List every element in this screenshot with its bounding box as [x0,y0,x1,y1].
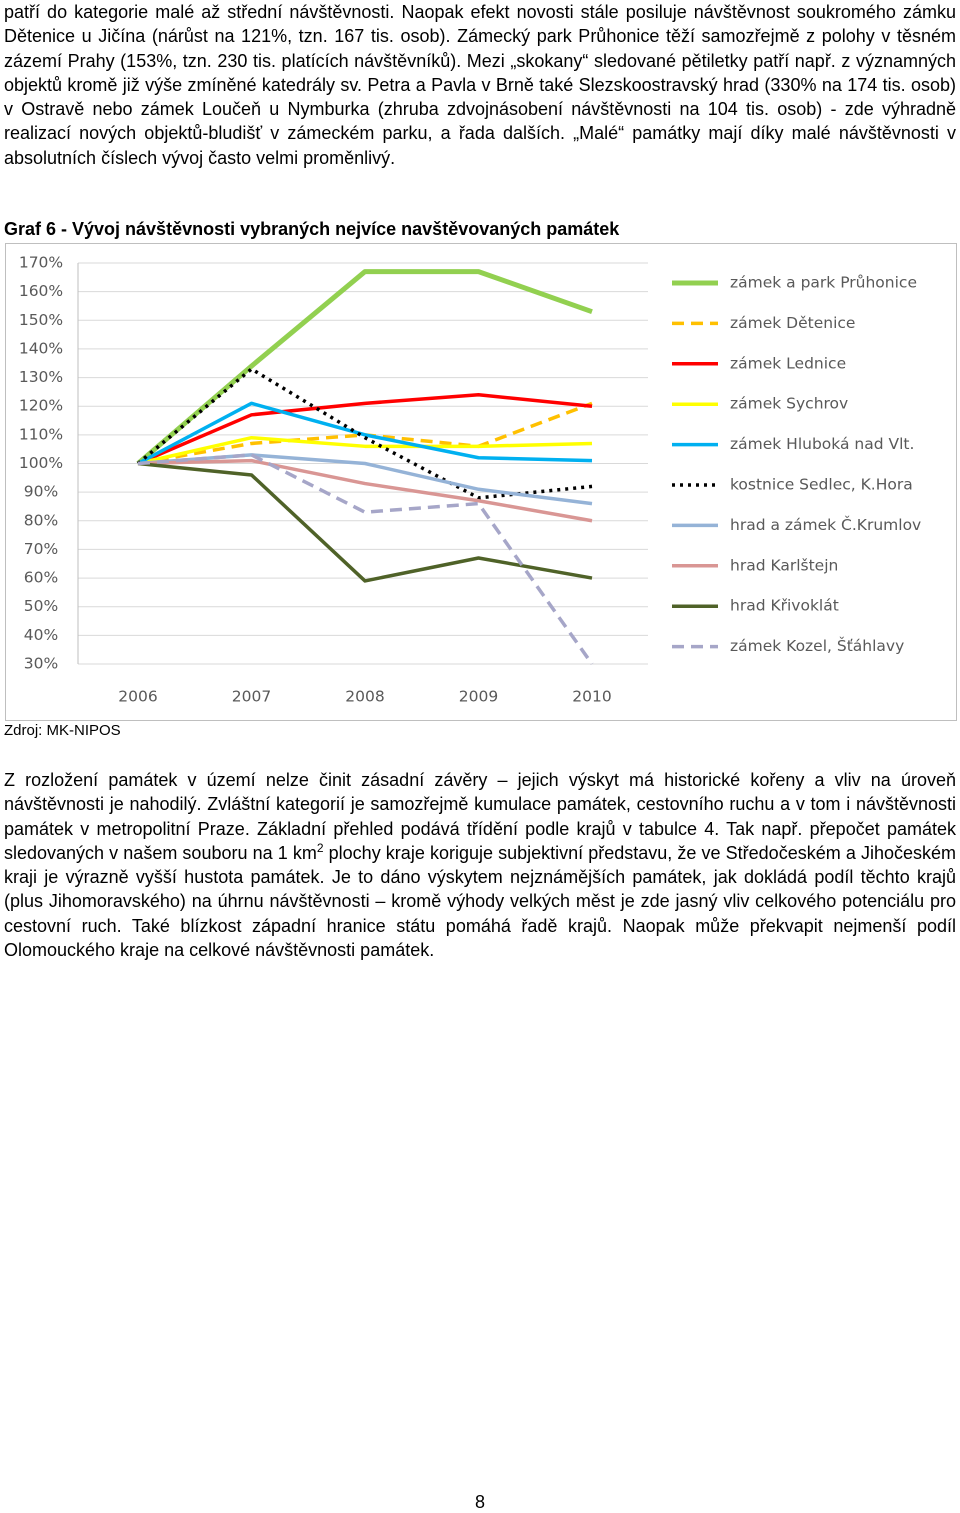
series-line [137,453,593,506]
y-tick-label: 160% [19,282,63,300]
series-line [137,401,593,466]
y-tick-label: 130% [19,368,63,386]
y-tick-label: 90% [24,483,58,501]
series-line [137,453,594,666]
y-tick-label: 110% [19,425,63,443]
y-tick-label: 40% [24,626,58,644]
series-line [136,367,593,500]
chart: 30% 40% 50% 60% 70% 80% 90% 100% 110% 120% 130% 140… [5,243,957,721]
y-tick-label: 100% [19,454,63,472]
y-tick-label: 120% [19,397,63,415]
y-tick-label: 80% [24,511,58,529]
page-number: 8 [474,1492,485,1512]
legend-label: zámek Dětenice [730,314,855,332]
y-tick-label: 70% [24,540,58,558]
series-line [136,269,593,466]
legend-label: zámek a park Průhonice [730,274,917,292]
series-line [137,393,593,466]
x-tick-label: 2009 [459,688,498,706]
legend-label: zámek Kozel, Šťáhlavy [730,636,904,655]
x-tick-label: 2006 [118,688,157,706]
y-tick-label: 50% [24,597,58,615]
x-tick-label: 2010 [572,688,611,706]
legend-label: hrad Křivoklát [730,597,839,615]
text: Z rozložení památek v území nelze činit … [4,770,956,863]
series-line [137,458,593,523]
legend-label: zámek Lednice [730,354,846,372]
y-tick-label: 140% [19,339,63,357]
legend-label: hrad Karlštejn [730,556,838,574]
x-tick-label: 2007 [232,688,271,706]
x-tick-label: 2008 [345,688,384,706]
chart-caption: Graf 6 - Vývoj návštěvnosti vybraných ne… [4,219,620,239]
y-tick-label: 60% [24,569,58,587]
y-tick-label: 170% [19,254,63,272]
legend-label: zámek Hluboká nad Vlt. [730,435,914,453]
series-line [137,435,593,466]
chart-frame [5,243,957,721]
y-tick-label: 150% [19,311,63,329]
text: plochy kraje koriguje subjektivní předst… [4,842,956,961]
legend-label: hrad a zámek Č.Krumlov [730,515,921,534]
y-tick-label: 30% [24,655,58,673]
source: Zdroj: MK-NIPOS [4,722,121,739]
paragraph: patří do kategorie malé až střední návšt… [4,2,956,168]
legend-label: kostnice Sedlec, K.Hora [730,476,913,494]
legend-label: zámek Sychrov [730,395,848,413]
superscript: 2 [316,840,324,855]
paragraph: Z rozložení památek v území nelze činit … [4,768,956,962]
series-line [137,461,593,583]
